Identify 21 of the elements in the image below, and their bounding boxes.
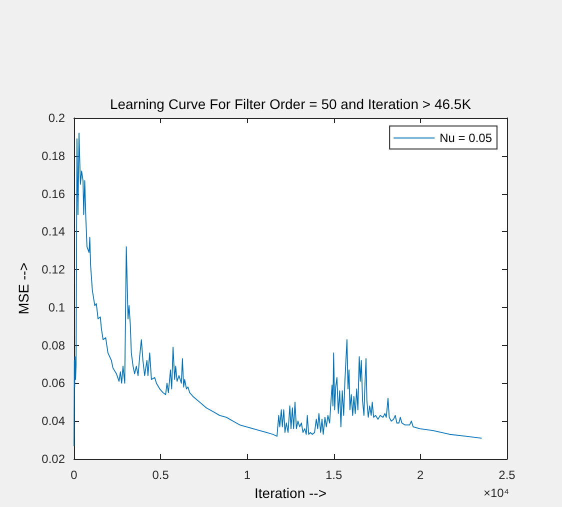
y-axis-title: MSE -->: [16, 262, 32, 314]
y-tick-label: 0.1: [48, 300, 66, 314]
y-tick-label: 0.14: [42, 224, 66, 239]
chart-title: Learning Curve For Filter Order = 50 and Iteration > 46.5K: [110, 96, 472, 112]
x-tick-label: 1: [244, 468, 251, 482]
y-tick-label: 0.02: [42, 452, 66, 466]
x-tick-label: 0.5: [152, 468, 170, 482]
text: ×10⁴: [483, 486, 509, 500]
x-axis-title: Iteration -->: [254, 485, 326, 501]
y-tick-label: 0.12: [42, 262, 66, 277]
y-tick-label: 0.06: [42, 376, 66, 390]
x-tick-label: 0: [70, 468, 78, 482]
y-tick-label: 0.16: [42, 186, 66, 201]
y-tick-label: 0.08: [42, 338, 66, 352]
x-tick-label: 2.5: [498, 468, 516, 482]
legend-label: Nu = 0.05: [440, 131, 492, 145]
x-tick-label: 2: [417, 468, 424, 482]
y-tick-label: 0.04: [42, 414, 66, 428]
y-tick-label: 0.2: [48, 111, 66, 125]
x-tick-label: 1.5: [325, 468, 342, 482]
y-tick-label: 0.18: [42, 148, 66, 163]
